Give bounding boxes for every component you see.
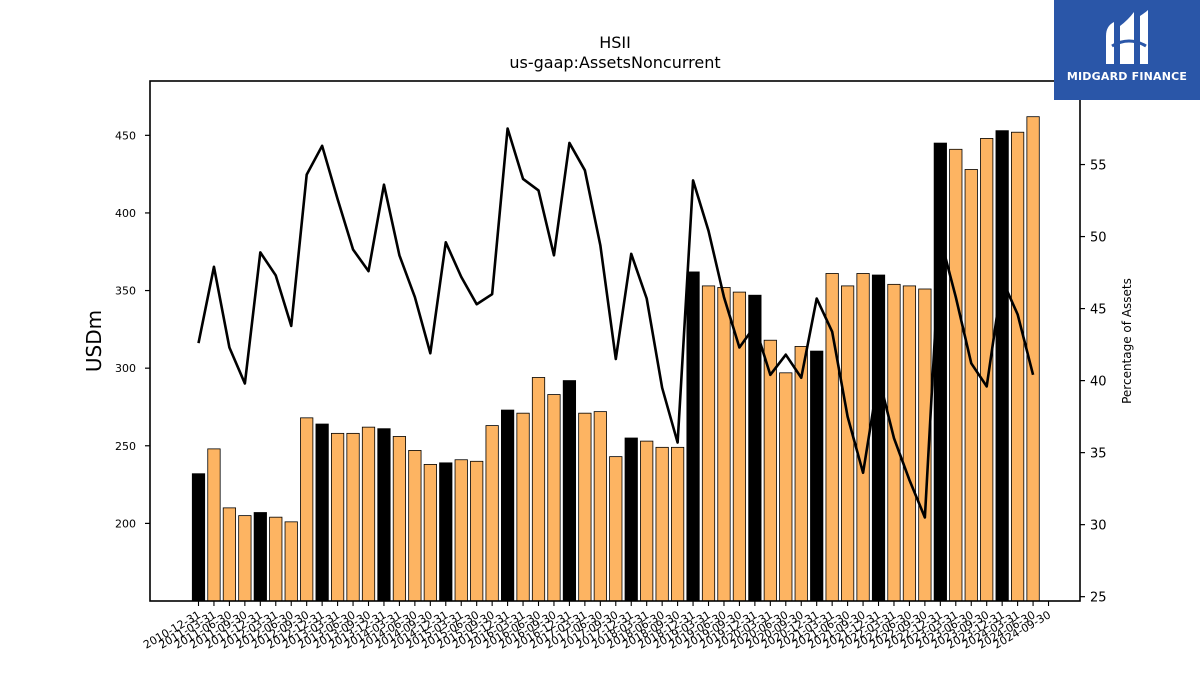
bar-2019-06-30 — [717, 287, 731, 602]
y2-axis-label: Percentage of Assets — [1120, 278, 1134, 404]
bar-2013-09-30 — [361, 426, 376, 602]
brand-name: MIDGARD FINANCE — [1066, 70, 1188, 83]
bar-2016-09-30 — [547, 394, 561, 602]
y-tick-label: 250 — [115, 440, 136, 453]
bar-2020-12-31 — [810, 350, 824, 602]
bar-2023-06-30 — [964, 169, 978, 602]
bar-2021-09-30 — [856, 273, 870, 602]
y2-tick-label: 50 — [1090, 231, 1107, 246]
bar-2021-12-31 — [871, 274, 886, 602]
bar-2018-12-31 — [686, 271, 700, 602]
bar-2012-06-30 — [284, 521, 298, 602]
bar-2018-03-31 — [640, 440, 654, 602]
bar-2019-09-30 — [732, 291, 747, 602]
bar-2012-12-31 — [315, 423, 329, 602]
x-axis: 2010-12-312011-03-312011-06-302011-09-30… — [141, 601, 1053, 652]
y2-tick-label: 25 — [1090, 591, 1107, 606]
bar-2014-09-30 — [423, 463, 437, 602]
midgard-m-logo-icon — [1106, 10, 1148, 64]
bar-2010-12-31 — [191, 473, 206, 602]
bar-2022-06-30 — [902, 285, 917, 602]
bar-2015-09-30 — [485, 425, 499, 602]
bar-2022-12-31 — [933, 142, 947, 602]
bar-2011-03-31 — [207, 448, 221, 602]
bar-2017-03-31 — [578, 412, 592, 602]
line-series — [197, 127, 1035, 519]
bar-2012-09-30 — [300, 417, 314, 602]
y2-tick-label: 30 — [1090, 519, 1107, 534]
bar-2013-12-31 — [377, 428, 391, 602]
percentage-line — [197, 127, 1035, 519]
bar-2018-09-30 — [671, 446, 685, 602]
bar-2017-06-30 — [593, 411, 607, 602]
bar-2018-06-30 — [655, 446, 669, 602]
bar-2015-03-31 — [454, 459, 468, 602]
bar-2019-03-31 — [701, 285, 716, 602]
chart-subtitle: us-gaap:AssetsNoncurrent — [509, 53, 720, 72]
y-tick-label: 300 — [115, 362, 136, 375]
y2-tick-label: 35 — [1090, 447, 1107, 462]
plot-frame — [149, 80, 1081, 602]
bar-2011-12-31 — [253, 512, 267, 602]
bar-2017-12-31 — [624, 437, 638, 602]
bar-2014-06-30 — [408, 450, 422, 602]
bar-2022-03-31 — [887, 283, 901, 602]
chart-title: HSII — [599, 33, 631, 52]
y2-axis: 25 30 35 40 45 50 55 — [1080, 159, 1107, 606]
bar-2012-03-31 — [269, 516, 283, 602]
y2-tick-label: 55 — [1090, 159, 1107, 174]
bar-2013-06-30 — [346, 432, 360, 602]
y-tick-label: 450 — [115, 129, 136, 142]
bar-2011-09-30 — [238, 515, 252, 602]
y-axis-label: USDm — [82, 310, 106, 372]
bar-2014-03-31 — [392, 436, 407, 602]
bar-2017-09-30 — [609, 456, 623, 602]
bar-2013-03-31 — [330, 432, 345, 602]
bar-2014-12-31 — [439, 462, 453, 602]
bar-2024-03-31 — [1011, 131, 1025, 602]
y-tick-label: 350 — [115, 285, 136, 298]
y-tick-label: 200 — [115, 517, 136, 530]
bar-2015-06-30 — [470, 460, 484, 602]
bar-2016-12-31 — [562, 380, 577, 602]
y2-tick-label: 40 — [1090, 375, 1107, 390]
bar-2020-03-31 — [763, 339, 777, 602]
bar-2020-06-30 — [779, 372, 793, 602]
y-axis: 200 250 300 350 400 450 — [115, 129, 150, 530]
bar-2023-03-31 — [949, 148, 963, 602]
bar-2015-12-31 — [500, 409, 515, 602]
bar-2011-06-30 — [222, 507, 237, 602]
bar-2023-12-31 — [995, 130, 1009, 602]
bar-2020-09-30 — [794, 346, 808, 602]
bar-2016-03-31 — [516, 412, 530, 602]
brand-logo: MIDGARD FINANCE — [1054, 0, 1200, 100]
bar-2023-09-30 — [980, 138, 994, 602]
bar-2016-06-30 — [531, 377, 546, 602]
bar-2021-06-30 — [841, 285, 855, 602]
y-tick-label: 400 — [115, 207, 136, 220]
y2-tick-label: 45 — [1090, 303, 1107, 318]
